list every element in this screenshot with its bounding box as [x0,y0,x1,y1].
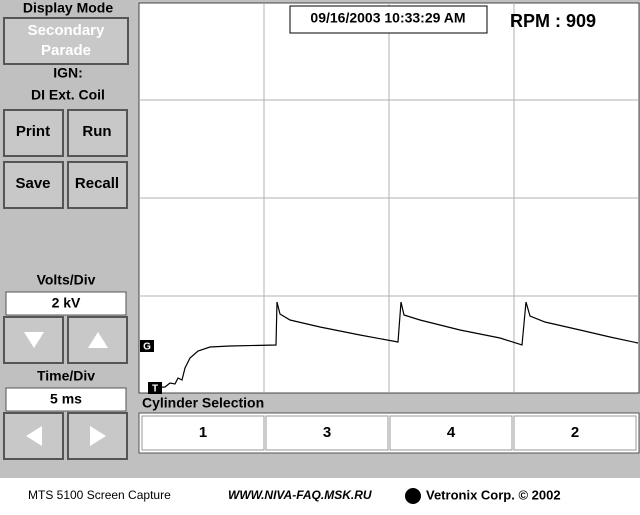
left-arrow [26,426,42,446]
button-text: Print [16,123,50,140]
save-button[interactable] [3,161,64,209]
cylinder-button[interactable] [389,415,513,451]
cylinder-text: 3 [323,424,331,441]
rpm: RPM : 909 [510,11,596,31]
cylinder-button[interactable] [141,415,265,451]
down-arrow [24,332,44,348]
marker-label: T [152,384,158,395]
button-text: Run [82,123,111,140]
up-arrow [88,332,108,348]
scope-grid [139,3,639,393]
marker-t [148,382,162,394]
display-mode-text: Parade [41,42,91,59]
display-mode-text: Secondary [28,22,105,39]
cylinder-text: 1 [199,424,207,441]
time-value: 5 ms [50,391,82,407]
time-label: Time/Div [37,368,95,384]
cylinder-label: Cylinder Selection [142,395,264,411]
ign-value: DI Ext. Coil [31,87,105,103]
print-button[interactable] [3,109,64,157]
marker-g [140,340,154,352]
marker-label: G [143,342,151,353]
button-text: Recall [75,175,119,192]
button-text: Save [15,175,50,192]
cylinder-text: 2 [571,424,579,441]
volts-label: Volts/Div [37,272,96,288]
volts-value: 2 kV [52,295,81,311]
footer-left: MTS 5100 Screen Capture [28,488,171,502]
cylinder-text: 4 [447,424,456,441]
display-mode-button[interactable] [3,17,129,65]
timestamp-box [289,5,488,34]
cylinder-button[interactable] [513,415,637,451]
volts-box [5,291,127,316]
timestamp: 09/16/2003 10:33:29 AM [310,10,465,26]
logo [405,488,421,504]
run-button[interactable] [67,109,128,157]
time-box [5,387,127,412]
cylinder-button[interactable] [265,415,389,451]
button-group: Print Run Save Recall [3,109,128,209]
recall-button[interactable] [67,161,128,209]
footer-middle: WWW.NIVA-FAQ.MSK.RU [228,488,372,502]
cylinder-buttons: 1 3 4 2 [141,415,637,451]
display-mode-label: Display Mode [23,0,113,16]
waveform [147,301,639,389]
footer-right: Vetronix Corp. © 2002 [426,487,561,502]
right-arrow [90,426,106,446]
ign-label: IGN: [53,65,83,81]
